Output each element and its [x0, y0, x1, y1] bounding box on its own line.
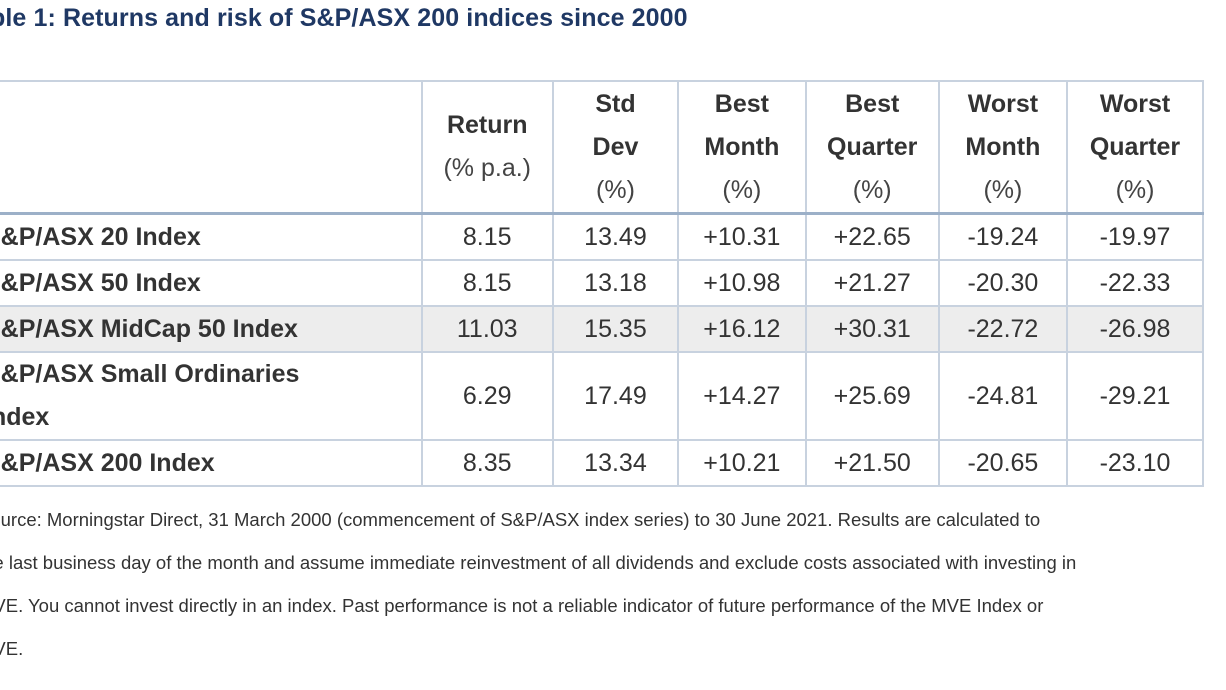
header-label: Return: [446, 111, 528, 139]
header-cell-worst-quarter: Worst Quarter (%): [1066, 80, 1204, 215]
header-unit: (%): [852, 175, 892, 204]
source-note-line: the last business day of the month and a…: [0, 552, 1077, 573]
index-name-cell: S&P/ASX Small Ordinaries Index: [0, 351, 423, 441]
worst-month-cell: -24.81: [937, 351, 1069, 441]
std-dev-cell: 13.18: [551, 259, 680, 307]
header-label: Worst: [967, 89, 1039, 118]
table-body: S&P/ASX 20 Index 8.15 13.49 +10.31 +22.6…: [0, 212, 1204, 487]
header-label: Best: [714, 89, 769, 118]
index-name-cell: S&P/ASX MidCap 50 Index: [0, 305, 423, 353]
header-cell-best-month: Best Month (%): [677, 80, 807, 215]
header-label: Quarter: [1089, 132, 1181, 161]
best-quarter-cell: +30.31: [804, 305, 940, 353]
best-quarter-cell: +21.27: [804, 259, 940, 307]
std-dev-cell: 13.34: [551, 439, 680, 487]
table-title: able 1: Returns and risk of S&P/ASX 200 …: [0, 4, 688, 32]
best-month-cell: +10.21: [677, 439, 807, 487]
header-label: Dev: [592, 132, 639, 161]
worst-month-cell: -20.30: [937, 259, 1069, 307]
header-label: Month: [704, 132, 780, 161]
best-month-cell: +10.31: [677, 212, 807, 261]
header-cell-std-dev: Std Dev (%): [551, 80, 680, 215]
return-cell: 6.29: [420, 351, 554, 441]
index-name-line: Index: [0, 403, 50, 431]
source-note: Source: Morningstar Direct, 31 March 200…: [0, 498, 1226, 670]
source-note-line: Source: Morningstar Direct, 31 March 200…: [0, 509, 1041, 530]
worst-quarter-cell: -29.21: [1066, 351, 1204, 441]
header-cell-best-quarter: Best Quarter (%): [804, 80, 940, 215]
header-label: Worst: [1099, 89, 1171, 118]
header-cell-index-name: [0, 80, 423, 215]
source-note-line: MVE. You cannot invest directly in an in…: [0, 595, 1044, 616]
header-unit: (% p.a.): [443, 154, 531, 182]
table-row: S&P/ASX 20 Index 8.15 13.49 +10.31 +22.6…: [0, 212, 1204, 261]
best-quarter-cell: +25.69: [804, 351, 940, 441]
worst-month-cell: -19.24: [937, 212, 1069, 261]
table-row: S&P/ASX Small Ordinaries Index 6.29 17.4…: [0, 351, 1204, 441]
best-quarter-cell: +22.65: [804, 212, 940, 261]
header-unit: (%): [596, 175, 635, 204]
header-unit: (%): [1115, 175, 1155, 204]
return-cell: 8.15: [420, 212, 554, 261]
index-name-cell: S&P/ASX 20 Index: [0, 212, 423, 261]
std-dev-cell: 17.49: [551, 351, 680, 441]
header-label: Quarter: [827, 132, 918, 161]
return-cell: 8.15: [420, 259, 554, 307]
worst-month-cell: -20.65: [937, 439, 1069, 487]
header-row: Return (% p.a.) Std Dev (%) Best Month (…: [0, 80, 1204, 215]
std-dev-cell: 13.49: [551, 212, 680, 261]
header-label: Month: [965, 132, 1041, 161]
table-header: Return (% p.a.) Std Dev (%) Best Month (…: [0, 80, 1204, 215]
index-name-cell: S&P/ASX 50 Index: [0, 259, 423, 307]
header-label: Std: [595, 89, 636, 118]
worst-quarter-cell: -19.97: [1066, 212, 1204, 261]
header-label: Best: [845, 89, 900, 118]
worst-month-cell: -22.72: [937, 305, 1069, 353]
table-row: S&P/ASX MidCap 50 Index 11.03 15.35 +16.…: [0, 305, 1204, 353]
worst-quarter-cell: -22.33: [1066, 259, 1204, 307]
header-cell-return: Return (% p.a.): [420, 80, 554, 215]
std-dev-cell: 15.35: [551, 305, 680, 353]
return-cell: 11.03: [420, 305, 554, 353]
best-month-cell: +10.98: [677, 259, 807, 307]
best-quarter-cell: +21.50: [804, 439, 940, 487]
source-note-line: MVE.: [0, 638, 24, 659]
return-cell: 8.35: [420, 439, 554, 487]
worst-quarter-cell: -26.98: [1066, 305, 1204, 353]
header-unit: (%): [722, 175, 762, 204]
best-month-cell: +14.27: [677, 351, 807, 441]
worst-quarter-cell: -23.10: [1066, 439, 1204, 487]
best-month-cell: +16.12: [677, 305, 807, 353]
header-unit: (%): [983, 175, 1023, 204]
returns-risk-table: Return (% p.a.) Std Dev (%) Best Month (…: [0, 80, 1204, 487]
table-row: S&P/ASX 50 Index 8.15 13.18 +10.98 +21.2…: [0, 259, 1204, 307]
index-name-cell: S&P/ASX 200 Index: [0, 439, 423, 487]
header-cell-worst-month: Worst Month (%): [937, 80, 1069, 215]
table-row: S&P/ASX 200 Index 8.35 13.34 +10.21 +21.…: [0, 439, 1204, 487]
index-name-line: S&P/ASX Small Ordinaries: [0, 360, 300, 388]
